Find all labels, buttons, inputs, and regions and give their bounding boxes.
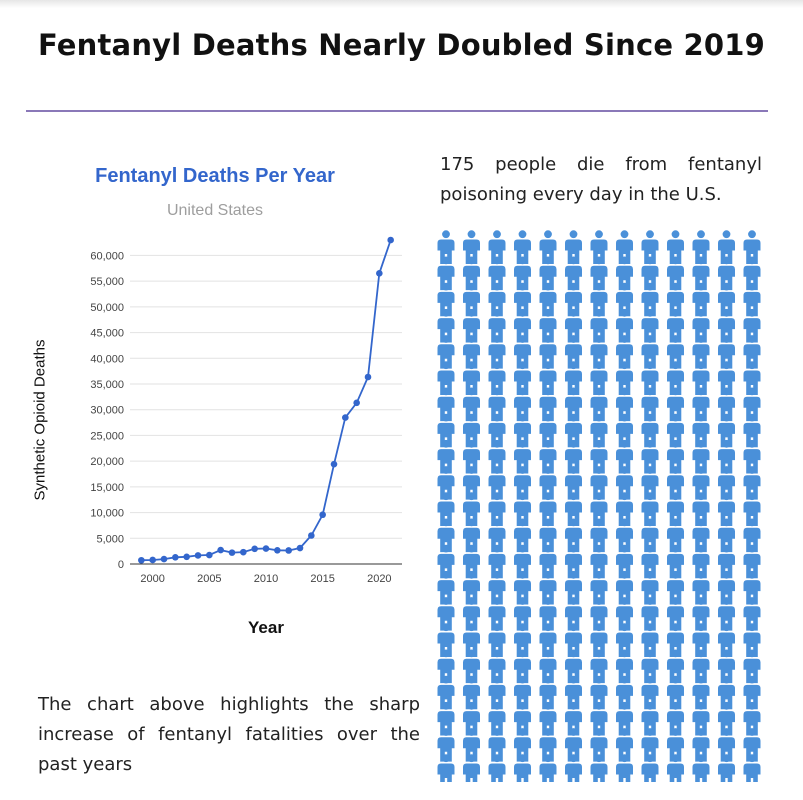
y-tick-label: 25,000 — [90, 430, 124, 442]
grid-lines — [130, 254, 402, 565]
data-point — [319, 511, 326, 519]
y-axis-label: Synthetic Opioid Deaths — [31, 339, 49, 501]
x-tick-label: 2000 — [140, 573, 164, 585]
data-point — [364, 373, 372, 381]
y-tick-label: 50,000 — [90, 302, 124, 314]
person-icon — [718, 754, 735, 782]
person-icon — [743, 754, 761, 782]
y-tick-label: 35,000 — [90, 379, 124, 391]
x-axis-label: Year — [248, 618, 284, 637]
chart-caption: The chart above highlights the sharp inc… — [38, 694, 420, 775]
data-point — [342, 414, 349, 421]
data-point — [183, 553, 190, 561]
headline: Fentanyl Deaths Nearly Doubled Since 201… — [37, 28, 766, 62]
person-icon — [463, 754, 480, 782]
x-tick-label: 2010 — [254, 573, 278, 585]
x-tick-label: 2005 — [197, 573, 221, 585]
data-point — [206, 551, 213, 559]
person-icon — [565, 754, 582, 782]
data-point — [217, 546, 224, 554]
person-icon — [514, 754, 531, 782]
people-icon-grid — [437, 230, 761, 782]
person-icon — [667, 754, 684, 782]
data-point — [308, 532, 315, 539]
data-points — [138, 236, 394, 564]
data-point — [172, 554, 179, 561]
person-icon — [437, 754, 455, 782]
data-point — [160, 555, 168, 563]
y-tick-label: 55,000 — [90, 276, 124, 288]
data-point — [149, 556, 156, 564]
person-icon — [641, 754, 659, 782]
data-point — [251, 545, 258, 553]
data-point — [296, 544, 304, 552]
y-tick-label: 60,000 — [90, 250, 124, 262]
stat-text: 175 people die from fentanyl poisoning e… — [440, 154, 762, 205]
person-icon — [616, 754, 633, 782]
data-point — [285, 547, 292, 554]
data-point — [228, 549, 236, 556]
y-tick-label: 10,000 — [90, 508, 124, 520]
data-point — [387, 236, 394, 244]
divider — [26, 110, 768, 112]
person-icon — [590, 754, 608, 782]
x-tick-labels: 2000 2005 2010 2015 2020 — [140, 573, 391, 585]
chart-title: Fentanyl Deaths Per Year — [95, 165, 335, 187]
y-tick-label: 30,000 — [90, 405, 124, 417]
y-tick-label: 40,000 — [90, 353, 124, 365]
person-icon — [692, 754, 710, 782]
y-tick-label: 5,000 — [96, 533, 124, 545]
data-point — [353, 399, 360, 407]
y-tick-label: 0 — [118, 559, 124, 571]
x-tick-label: 2020 — [367, 573, 391, 585]
data-point — [194, 552, 202, 559]
x-tick-label: 2015 — [310, 573, 334, 585]
y-tick-label: 15,000 — [90, 482, 124, 494]
person-icon — [539, 754, 557, 782]
chart-subtitle: United States — [166, 202, 264, 219]
data-point — [262, 545, 270, 552]
top-shadow — [0, 0, 803, 8]
y-tick-label: 20,000 — [90, 456, 124, 468]
y-tick-labels: 0 5,000 10,000 15,000 20,000 25,000 30,000 35,0… — [90, 250, 124, 571]
data-point — [138, 556, 145, 564]
y-tick-label: 45,000 — [90, 328, 124, 340]
data-point — [376, 270, 383, 277]
data-point — [240, 548, 247, 556]
line-chart: 0 5,000 10,000 15,000 20,000 25,000 30,000 35,0… — [90, 236, 402, 585]
data-point — [274, 546, 281, 554]
data-point — [330, 460, 338, 468]
person-icon — [488, 754, 506, 782]
